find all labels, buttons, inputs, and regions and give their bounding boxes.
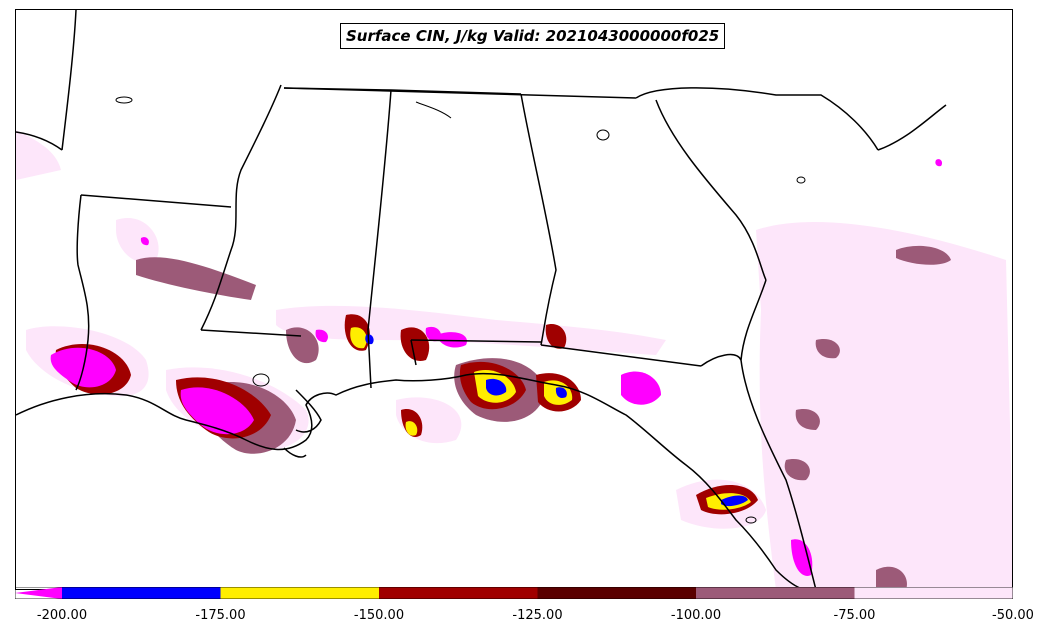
colorbar-bin-5 xyxy=(696,587,855,599)
map-panel: Surface CIN, J/kg Valid: 2021043000000f0… xyxy=(15,9,1013,590)
colorbar-tick-label: -50.00 xyxy=(992,608,1034,623)
cin-shading-blue xyxy=(365,334,748,507)
colorbar-tick-label: -125.00 xyxy=(512,608,563,623)
map-title: Surface CIN, J/kg Valid: 2021043000000f0… xyxy=(340,23,726,49)
colorbar-bin-4 xyxy=(537,587,696,599)
water-features xyxy=(115,96,806,524)
colorbar-tick-label: -75.00 xyxy=(833,608,876,623)
colorbar-bin-3 xyxy=(379,587,538,599)
gulf-coastline xyxy=(16,372,806,589)
cin-shading-light xyxy=(16,130,1012,589)
colorbar-bin-1 xyxy=(62,587,221,599)
colorbar-bin-6 xyxy=(854,587,1013,599)
colorbar xyxy=(15,587,1013,599)
map-canvas xyxy=(16,10,1012,589)
colorbar-extend-arrow xyxy=(15,587,62,599)
colorbar-tick-label: -200.00 xyxy=(36,608,88,623)
colorbar-tick-label: -175.00 xyxy=(195,608,246,623)
colorbar-bin-2 xyxy=(220,587,379,599)
colorbar-tick-label: -150.00 xyxy=(353,608,405,623)
state-boundaries xyxy=(16,10,947,589)
colorbar-tick-label: -100.00 xyxy=(670,608,722,623)
